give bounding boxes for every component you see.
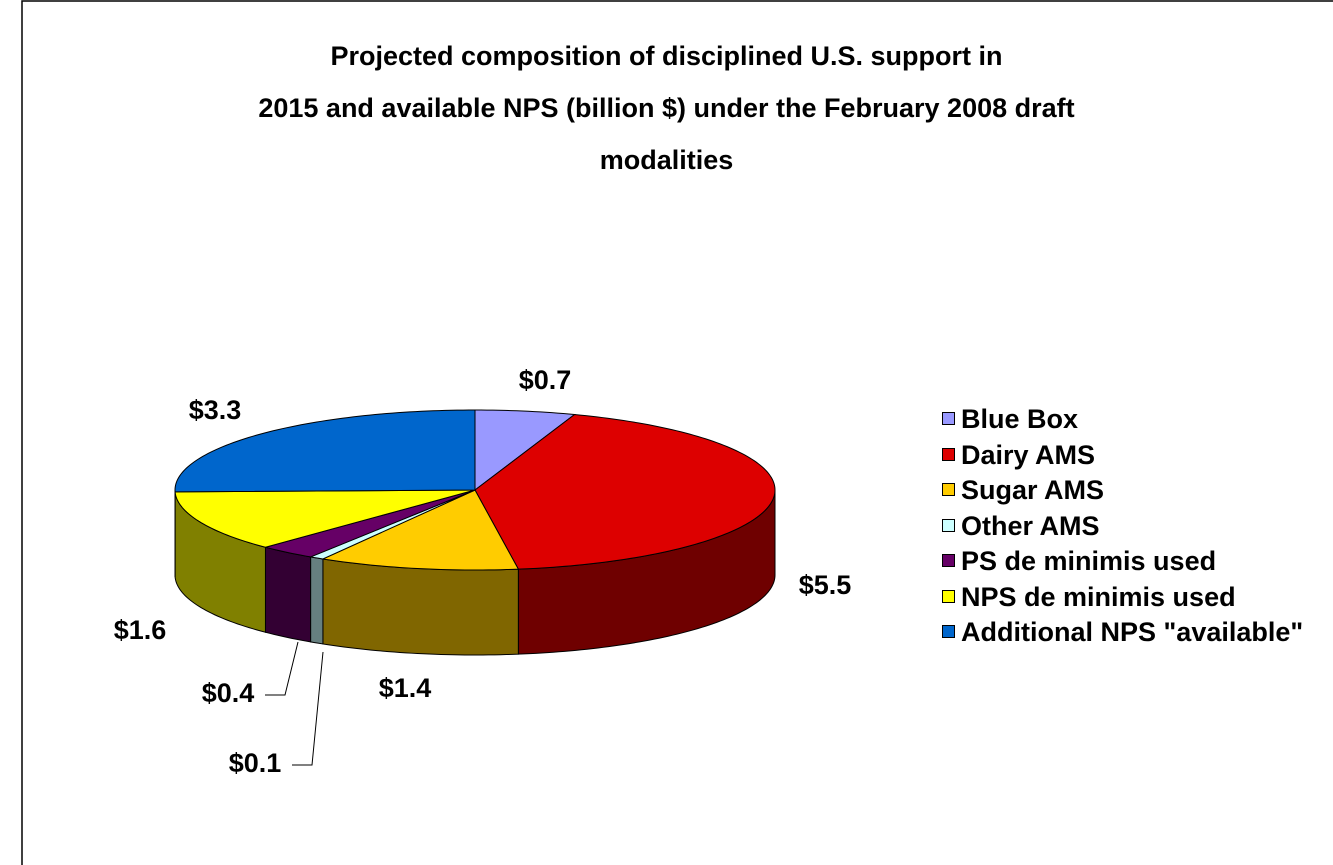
legend-entry: Blue Box [942, 402, 1333, 438]
legend-entry: Dairy AMS [942, 438, 1333, 474]
legend-swatch [942, 412, 955, 425]
legend-label: Dairy AMS [961, 439, 1096, 470]
chart-title: Projected composition of disciplined U.S… [258, 41, 1075, 175]
legend-entry: PS de minimis used [942, 544, 1333, 580]
legend-entry: NPS de minimis used [942, 580, 1333, 616]
data-label: $0.1 [229, 748, 282, 778]
pie-slice [174, 409, 476, 493]
legend-entry: Sugar AMS [942, 473, 1333, 509]
chart-frame [21, 0, 1333, 865]
data-label: $0.7 [519, 365, 572, 395]
pie-side [264, 546, 312, 643]
leader-line [292, 651, 324, 766]
legend-label: Blue Box [961, 404, 1079, 434]
legend-swatch [942, 483, 955, 496]
data-label: $1.6 [114, 615, 167, 645]
data-label: $3.3 [189, 395, 242, 425]
legend-label: Sugar AMS [961, 475, 1105, 505]
data-label: $1.4 [379, 673, 432, 703]
pie-slice [474, 414, 776, 570]
legend-swatch [942, 447, 955, 461]
legend-entry: Other AMS [942, 509, 1333, 545]
pie-slice [174, 489, 476, 548]
legend-swatch [942, 625, 955, 638]
data-label: $0.4 [202, 678, 255, 708]
legend-label: Other AMS [961, 510, 1100, 541]
legend-swatch [942, 589, 955, 603]
pie-side [322, 558, 519, 656]
legend: Blue Box Dairy AMS Sugar AMS Other AMS PS de… [942, 402, 1333, 651]
legend-label: PS de minimis used [961, 546, 1217, 576]
legend-label: Additional NPS "available" [961, 617, 1304, 647]
pie-slice [321, 489, 520, 571]
legend-swatch [942, 554, 955, 567]
legend-swatch [942, 518, 955, 532]
legend-label: NPS de minimis used [961, 581, 1236, 612]
pie-side [310, 556, 324, 645]
pie-slice [474, 409, 576, 492]
data-label: $5.5 [799, 570, 852, 600]
legend-entry: Additional NPS "available" [942, 615, 1333, 651]
pie-slice [263, 489, 476, 558]
leader-line [265, 641, 299, 696]
